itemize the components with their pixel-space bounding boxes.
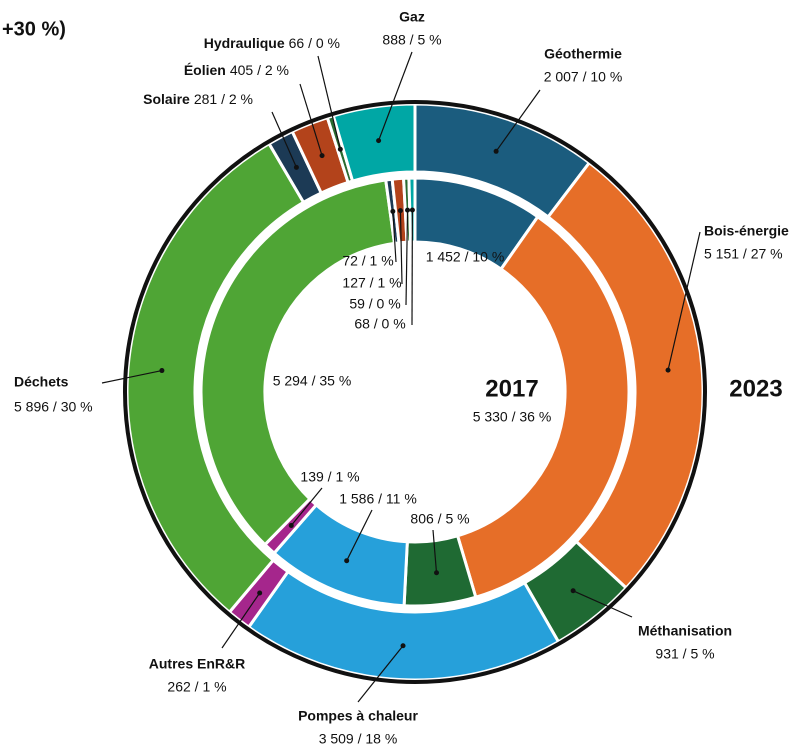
value-label: 1 586 / 11 % [339, 491, 417, 507]
category-name: Gaz [399, 9, 425, 25]
callout-line [346, 509, 373, 561]
callout-dot [344, 558, 350, 564]
value-label: 3 509 / 18 % [319, 731, 398, 747]
value-label: 405 / 2 % [230, 62, 289, 78]
slice-label: Éolien 405 / 2 % [184, 62, 289, 78]
value-label: 127 / 1 % [342, 275, 401, 291]
value-label: 139 / 1 % [300, 469, 359, 485]
callout-line [432, 529, 438, 573]
category-name: Méthanisation [638, 623, 732, 639]
callout-line [101, 369, 163, 384]
callout-dot [409, 207, 415, 213]
value-label: 5 151 / 27 % [704, 246, 783, 262]
value-label: 72 / 1 % [342, 253, 393, 269]
callout-line [405, 210, 409, 306]
callout-dot [665, 367, 671, 373]
callout-dot [400, 643, 406, 649]
callout-line [317, 55, 341, 150]
value-label: 281 / 2 % [194, 91, 253, 107]
category-name: Autres EnR&R [149, 656, 245, 672]
callout-dot [257, 590, 263, 596]
callout-line [357, 645, 404, 703]
chart-title: +30 %) [2, 18, 66, 40]
slice [331, 102, 417, 183]
callout-dot [376, 138, 382, 144]
callout-line [221, 592, 261, 649]
value-label: 2 007 / 10 % [544, 69, 623, 85]
value-label: 888 / 5 % [382, 32, 441, 48]
callout-line [271, 111, 297, 168]
value-label: 59 / 0 % [349, 296, 400, 312]
callout-dot [434, 570, 440, 576]
slice [199, 178, 397, 547]
callout-line [290, 487, 323, 526]
value-label: 5 294 / 35 % [273, 373, 352, 389]
value-label: 66 / 0 % [289, 35, 340, 51]
slice [455, 214, 631, 600]
category-name: Pompes à chaleur [298, 708, 418, 724]
outer-border [123, 100, 707, 684]
series-name: 2017 [485, 375, 538, 402]
callout-line [667, 231, 701, 371]
value-label: 931 / 5 % [655, 646, 714, 662]
callout-dot [390, 208, 396, 214]
value-label: 5 330 / 36 % [473, 409, 552, 425]
callout-dot [293, 164, 299, 170]
callout-dot [493, 148, 499, 154]
category-name: Géothermie [544, 46, 622, 62]
callout-dot [319, 153, 325, 159]
slice-label: Hydraulique 66 / 0 % [204, 35, 340, 51]
callout-dot [337, 146, 343, 152]
callout-line [378, 51, 413, 141]
callout-line [495, 89, 541, 152]
category-name: Solaire [143, 91, 190, 107]
category-name: Déchets [14, 374, 69, 390]
value-label: 68 / 0 % [354, 316, 405, 332]
callout-dot [405, 207, 411, 213]
category-name: Hydraulique [204, 35, 285, 51]
value-label: 5 896 / 30 % [14, 399, 93, 415]
category-name: Bois-énergie [704, 223, 789, 239]
slice-label: Solaire 281 / 2 % [143, 91, 253, 107]
series-name: 2023 [729, 375, 782, 402]
callout-line [299, 83, 323, 156]
category-name: Éolien [184, 62, 226, 78]
callout-dot [570, 588, 576, 594]
callout-dot [397, 208, 403, 214]
value-label: 262 / 1 % [167, 679, 226, 695]
callout-line [392, 211, 397, 263]
callout-dot [288, 522, 294, 528]
callout-line [399, 210, 403, 285]
callout-dot [159, 368, 165, 374]
slice [125, 141, 306, 615]
callout-line [572, 590, 633, 618]
value-label: 1 452 / 10 % [426, 249, 505, 265]
value-label: 806 / 5 % [410, 511, 469, 527]
